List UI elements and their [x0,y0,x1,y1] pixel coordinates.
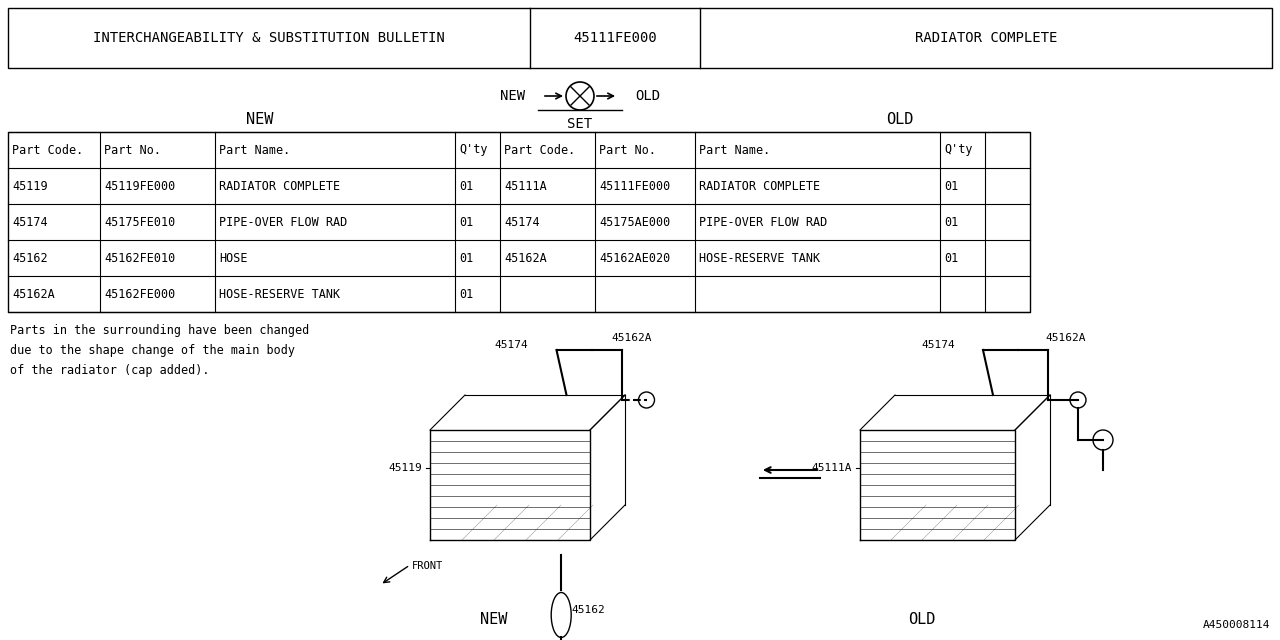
Text: 01: 01 [460,287,474,301]
Text: PIPE-OVER FLOW RAD: PIPE-OVER FLOW RAD [699,216,827,228]
Text: 45162AE020: 45162AE020 [599,252,671,264]
Text: Part No.: Part No. [104,143,161,157]
Text: 45119: 45119 [12,179,47,193]
Text: PIPE-OVER FLOW RAD: PIPE-OVER FLOW RAD [219,216,347,228]
Ellipse shape [552,593,571,637]
Text: 01: 01 [945,252,959,264]
Text: 45162: 45162 [12,252,47,264]
Circle shape [1093,430,1114,450]
Text: 45162: 45162 [571,605,605,615]
Text: 45174: 45174 [494,340,529,350]
Text: 45175FE010: 45175FE010 [104,216,175,228]
Text: Parts in the surrounding have been changed
due to the shape change of the main b: Parts in the surrounding have been chang… [10,324,310,377]
Text: 45119FE000: 45119FE000 [104,179,175,193]
Text: RADIATOR COMPLETE: RADIATOR COMPLETE [219,179,340,193]
Text: 45111FE000: 45111FE000 [599,179,671,193]
Text: RADIATOR COMPLETE: RADIATOR COMPLETE [915,31,1057,45]
Text: 45111A: 45111A [504,179,547,193]
Text: NEW: NEW [246,113,274,127]
Text: HOSE: HOSE [219,252,247,264]
Text: 45162A: 45162A [1046,333,1087,343]
Circle shape [1070,392,1085,408]
Text: 45174: 45174 [504,216,540,228]
Text: 01: 01 [460,252,474,264]
Text: FRONT: FRONT [412,561,443,571]
Text: NEW: NEW [500,89,525,103]
Circle shape [639,392,654,408]
Text: A450008114: A450008114 [1202,620,1270,630]
Text: 01: 01 [460,216,474,228]
Text: INTERCHANGEABILITY & SUBSTITUTION BULLETIN: INTERCHANGEABILITY & SUBSTITUTION BULLET… [93,31,445,45]
Text: HOSE-RESERVE TANK: HOSE-RESERVE TANK [219,287,340,301]
Text: 45174: 45174 [922,340,955,350]
Text: SET: SET [567,117,593,131]
Text: 45162A: 45162A [12,287,55,301]
Bar [8,8,1272,68]
Text: 45111A: 45111A [812,463,852,473]
Text: HOSE-RESERVE TANK: HOSE-RESERVE TANK [699,252,820,264]
Bar [8,132,1030,312]
Text: OLD: OLD [635,89,660,103]
Text: 45162A: 45162A [504,252,547,264]
Text: Part Code.: Part Code. [504,143,575,157]
Text: Part Code.: Part Code. [12,143,83,157]
Text: 45162FE010: 45162FE010 [104,252,175,264]
Text: OLD: OLD [886,113,914,127]
Text: 01: 01 [945,216,959,228]
Text: 01: 01 [460,179,474,193]
Text: 45162A: 45162A [612,333,652,343]
Text: 45111FE000: 45111FE000 [573,31,657,45]
Text: 45175AE000: 45175AE000 [599,216,671,228]
Text: Part No.: Part No. [599,143,657,157]
Text: Q'ty: Q'ty [945,143,973,157]
Text: RADIATOR COMPLETE: RADIATOR COMPLETE [699,179,820,193]
Text: 01: 01 [945,179,959,193]
Text: Part Name.: Part Name. [699,143,771,157]
Text: OLD: OLD [909,612,936,627]
Text: 45119: 45119 [388,463,422,473]
Text: NEW: NEW [480,612,508,627]
Text: Q'ty: Q'ty [460,143,488,157]
Text: Part Name.: Part Name. [219,143,291,157]
Text: 45174: 45174 [12,216,47,228]
Text: 45162FE000: 45162FE000 [104,287,175,301]
